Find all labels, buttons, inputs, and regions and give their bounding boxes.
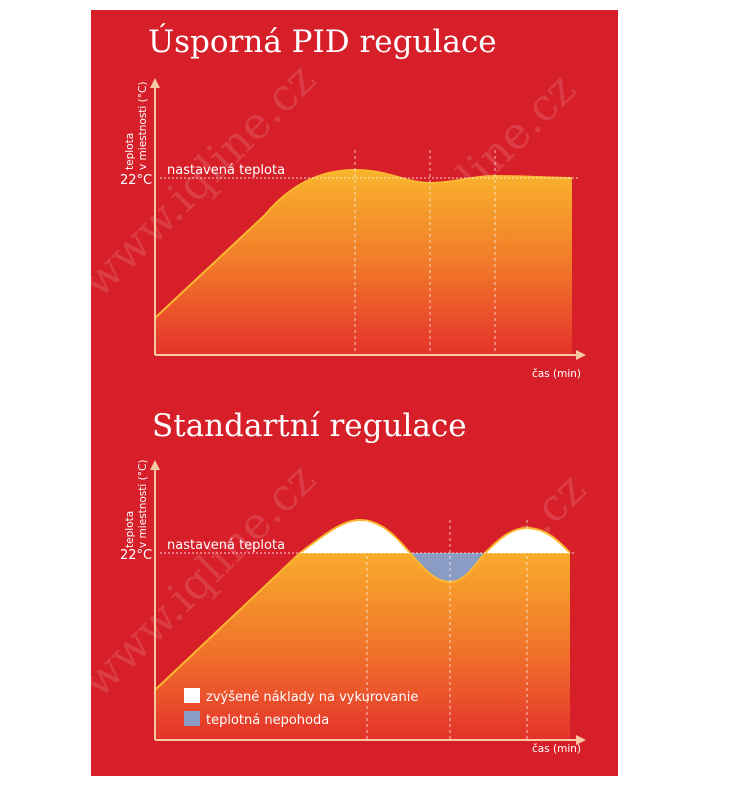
top-setpoint-label: nastavená teplota: [167, 163, 285, 178]
bottom-time-gridlines: [366, 520, 528, 740]
bottom-temperature-area: [155, 553, 570, 740]
bottom-y-axis-arrow: [150, 460, 160, 470]
legend-swatch-excess-heating: [184, 688, 200, 703]
top-setpoint-value: 22°C: [120, 173, 152, 188]
bottom-chart-title: Standartní regulace: [152, 408, 467, 444]
top-temperature-area: [155, 170, 572, 355]
bottom-chart: Standartní regulace teplota v miestnosti…: [120, 408, 586, 755]
legend-label-excess-heating: zvýšené náklady na vykurovanie: [206, 690, 418, 705]
bottom-setpoint-label: nastavená teplota: [167, 538, 285, 553]
top-chart-title: Úsporná PID regulace: [148, 22, 497, 60]
top-x-axis-arrow: [576, 350, 586, 360]
top-x-label: čas (min): [532, 368, 581, 380]
bottom-x-label: čas (min): [532, 743, 581, 755]
bottom-y-label-1: teplota: [124, 511, 136, 548]
bottom-setpoint-value: 22°C: [120, 548, 152, 563]
legend-label-discomfort: teplotná nepohoda: [206, 713, 329, 728]
bottom-y-label-2: v miestnosti (°C): [137, 460, 149, 548]
top-y-label-2: v miestnosti (°C): [137, 82, 149, 170]
legend-swatch-discomfort: [184, 711, 200, 726]
top-time-gridlines: [354, 150, 496, 355]
bottom-x-axis-arrow: [576, 735, 586, 745]
top-y-axis-arrow: [150, 78, 160, 88]
top-chart: Úsporná PID regulace teplota v miestnost…: [120, 22, 586, 380]
top-y-label-1: teplota: [124, 133, 136, 170]
top-temperature-curve: [154, 168, 573, 319]
excess-heating-area-1: [300, 520, 410, 553]
legend: zvýšené náklady na vykurovanie teplotná …: [184, 688, 418, 728]
